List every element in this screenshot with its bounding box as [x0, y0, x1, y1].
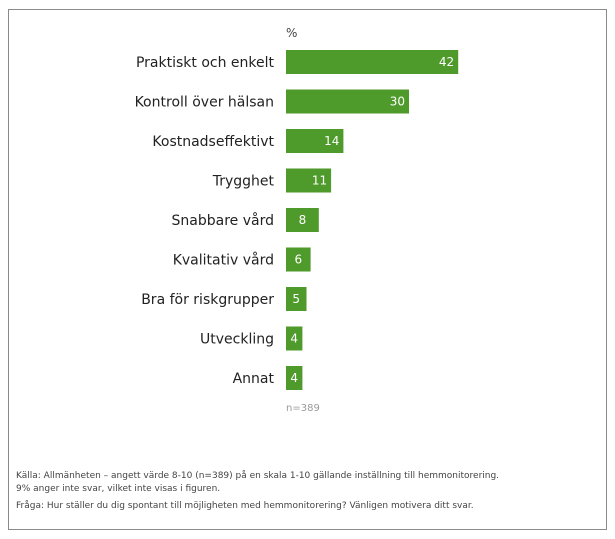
bar-kontroll-over-halsan [286, 89, 409, 114]
category-label-praktiskt-och-enkelt: Praktiskt och enkelt [136, 55, 275, 71]
bar-kvalitativ-vard [286, 247, 311, 272]
question-note: Fråga: Hur ställer du dig spontant till … [16, 501, 474, 511]
category-label-bra-for-riskgrupper: Bra för riskgrupper [141, 292, 274, 308]
value-label-kontroll-over-halsan: 30 [390, 95, 405, 109]
category-label-kostnadseffektivt: Kostnadseffektivt [152, 134, 274, 150]
value-label-snabbare-vard: 8 [299, 213, 307, 227]
sample-size-label: n=389 [286, 403, 320, 414]
category-label-utveckling: Utveckling [200, 332, 274, 348]
value-label-praktiskt-och-enkelt: 42 [439, 55, 454, 69]
category-label-kvalitativ-vard: Kvalitativ vård [173, 252, 274, 269]
category-label-kontroll-over-halsan: Kontroll över hälsan [135, 95, 274, 111]
category-label-snabbare-vard: Snabbare vård [172, 212, 274, 229]
value-label-kvalitativ-vard: 6 [294, 253, 302, 267]
bar-trygghet [286, 168, 332, 193]
bar-annat [286, 366, 303, 390]
value-label-annat: 4 [290, 371, 298, 385]
value-label-kostnadseffektivt: 14 [324, 134, 339, 148]
bars-group: Praktiskt och enkelt 42 Kontroll över häls… [135, 50, 459, 390]
footnotes: Källa: Allmänheten – angett värde 8-10 (… [16, 470, 615, 513]
bar-bra-for-riskgrupper [286, 287, 307, 311]
bar-snabbare-vard [286, 208, 319, 232]
value-label-bra-for-riskgrupper: 5 [292, 292, 300, 306]
source-note-line-1: Källa: Allmänheten – angett värde 8-10 (… [16, 471, 500, 481]
category-label-trygghet: Trygghet [212, 174, 275, 190]
value-label-utveckling: 4 [290, 332, 298, 346]
bar-kostnadseffektivt [286, 129, 344, 153]
category-label-annat: Annat [233, 371, 275, 387]
value-label-trygghet: 11 [312, 174, 327, 188]
bar-praktiskt-och-enkelt [286, 50, 459, 74]
bar-chart: % Praktiskt och enkelt 42 Kontroll över hä… [135, 26, 459, 414]
unit-label: % [286, 26, 297, 40]
bar-utveckling [286, 326, 303, 351]
source-note-line-2: 9% anger inte svar, vilket inte visas i … [16, 484, 221, 494]
